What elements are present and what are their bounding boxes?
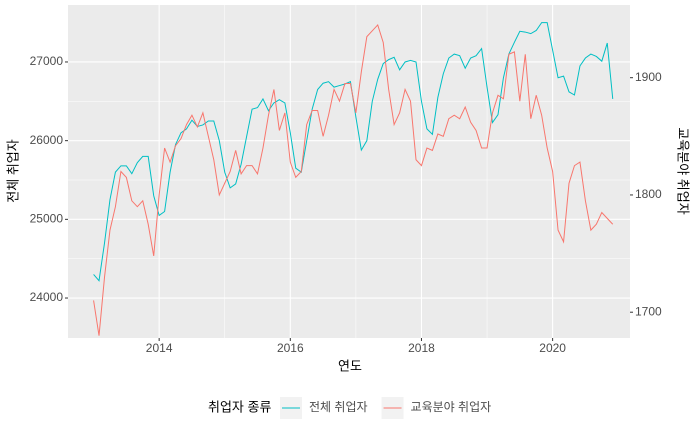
line-series <box>93 23 614 336</box>
x-axis-title: 연도 <box>338 358 362 373</box>
legend-label: 전체 취업자 <box>309 400 368 414</box>
y-tick-label: 24000 <box>30 290 64 304</box>
y-tick-label: 27000 <box>30 54 64 68</box>
panel <box>68 5 630 338</box>
marks <box>93 22 614 336</box>
x-tick-label: 2018 <box>408 341 435 355</box>
y2-tick-label: 1800 <box>635 187 662 201</box>
legend-label: 교육분야 취업자 <box>411 400 492 414</box>
y2-tick-label: 1700 <box>635 304 662 318</box>
y-tick-label: 26000 <box>30 133 64 147</box>
x-tick-label: 2020 <box>539 341 566 355</box>
y-tick-label: 25000 <box>30 212 64 226</box>
x-tick-label: 2014 <box>146 341 173 355</box>
y2-axis-title: 교육분야 취업자 <box>676 127 691 214</box>
y-axis-title: 전체 취업자 <box>5 139 20 202</box>
x-tick-label: 2016 <box>277 341 304 355</box>
legend-title: 취업자 종류 <box>208 399 271 414</box>
y2-tick-label: 1900 <box>635 70 662 84</box>
